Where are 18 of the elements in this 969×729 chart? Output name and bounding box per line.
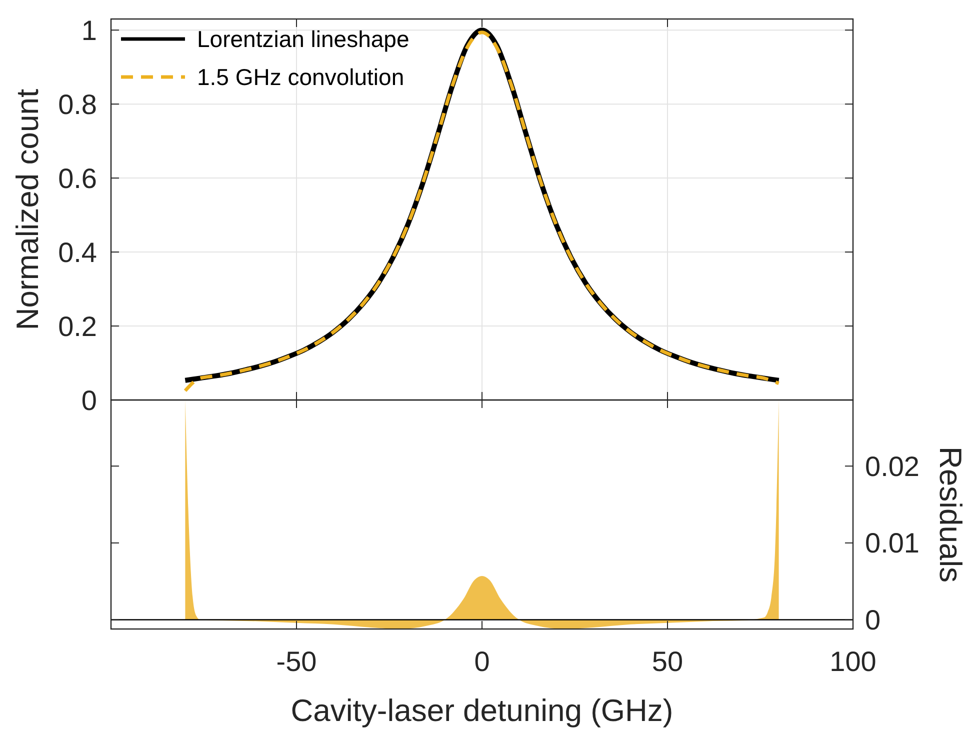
legend-label: 1.5 GHz convolution xyxy=(197,64,404,90)
y-tick-label: 0.2 xyxy=(58,310,97,342)
y2-axis-title: Residuals xyxy=(933,446,968,583)
y2-tick-label: 0 xyxy=(865,604,881,636)
x-axis-title: Cavity-laser detuning (GHz) xyxy=(290,693,674,728)
y-axis-title: Normalized count xyxy=(10,88,45,330)
x-tick-label: 100 xyxy=(830,646,876,677)
legend-label: Lorentzian lineshape xyxy=(197,26,410,52)
x-tick-label: 50 xyxy=(652,646,684,677)
y-tick-label: 0 xyxy=(81,384,97,416)
y-tick-label: 0.6 xyxy=(58,162,97,194)
y-tick-label: 1 xyxy=(81,14,97,46)
x-tick-label: 0 xyxy=(474,646,490,677)
y2-tick-label: 0.02 xyxy=(865,450,920,482)
y-tick-label: 0.4 xyxy=(58,236,97,268)
y2-tick-label: 0.01 xyxy=(865,528,920,559)
y-tick-label: 0.8 xyxy=(58,88,97,120)
x-tick-label: -50 xyxy=(276,646,317,677)
